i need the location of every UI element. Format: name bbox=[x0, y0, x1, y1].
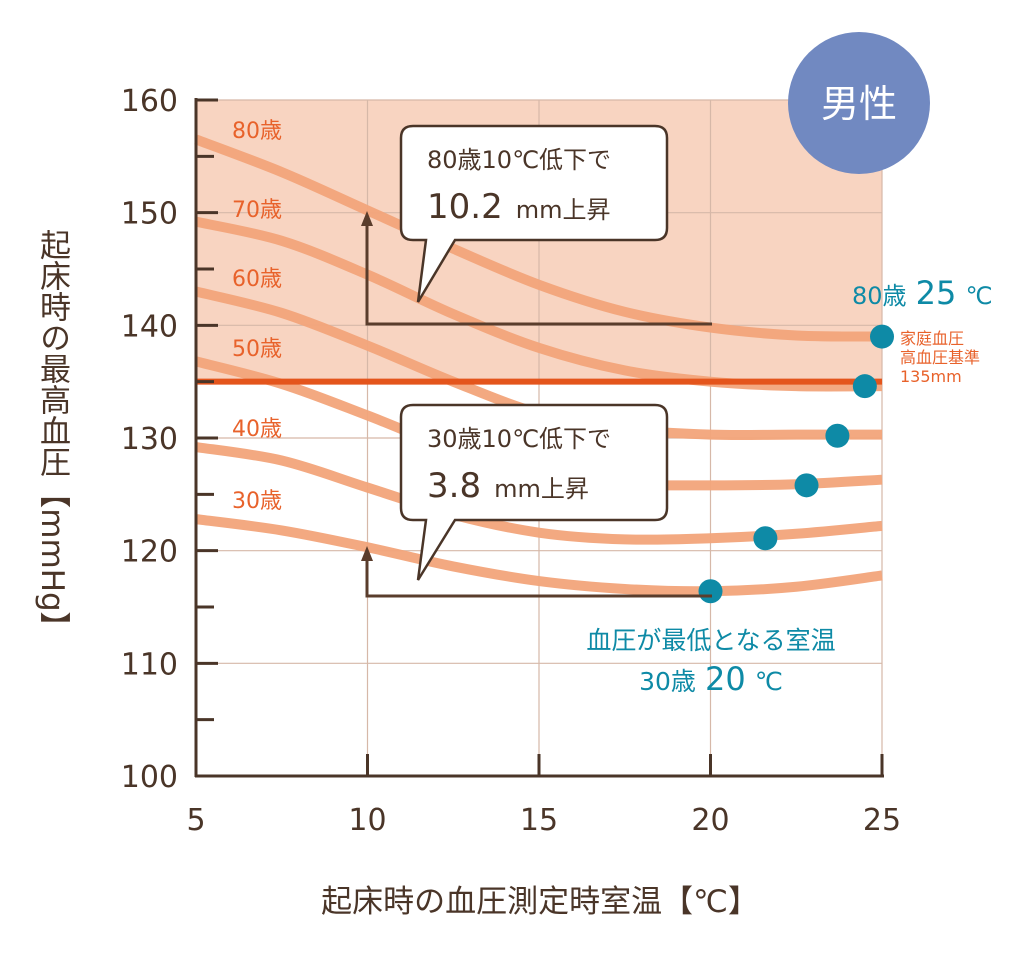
top-min-temp: 25 bbox=[916, 274, 957, 312]
min-point-4 bbox=[753, 526, 778, 551]
series-label-0: 80歳 bbox=[232, 119, 282, 144]
series-curve-5 bbox=[195, 514, 883, 597]
x-tick-label: 20 bbox=[691, 803, 729, 838]
min-title: 血圧が最低となる室温 bbox=[586, 626, 835, 655]
drop-arrow-80 bbox=[361, 211, 712, 326]
reference-label-1: 家庭血圧 bbox=[900, 329, 964, 348]
y-axis-title: 起床時の最高血圧【mmHg】 bbox=[34, 229, 71, 642]
bottom-min-temp: 20 bbox=[705, 660, 746, 698]
y-tick-label: 130 bbox=[121, 422, 178, 457]
min-point-1 bbox=[852, 374, 877, 399]
drop-arrow-30 bbox=[361, 546, 712, 598]
bottom-min-age: 30歳 bbox=[639, 667, 696, 696]
y-tick-label: 160 bbox=[121, 84, 178, 119]
series-label-4: 40歳 bbox=[232, 417, 282, 442]
bottom-min-annotation: 30歳 20 ℃ bbox=[639, 660, 783, 698]
x-tick-label: 5 bbox=[186, 803, 205, 838]
series-label-2: 60歳 bbox=[232, 267, 282, 292]
x-tick-label: 10 bbox=[348, 803, 386, 838]
svg-text:3.8 mm上昇: 3.8 mm上昇 bbox=[427, 466, 589, 506]
y-tick-label: 140 bbox=[121, 309, 178, 344]
min-point-3 bbox=[794, 473, 819, 498]
top-min-unit: ℃ bbox=[965, 282, 992, 310]
bottom-min-unit: ℃ bbox=[755, 667, 783, 696]
series-label-1: 70歳 bbox=[232, 198, 282, 223]
min-point-0 bbox=[870, 324, 894, 349]
y-tick-label: 100 bbox=[121, 760, 178, 795]
callout-80: 80歳10℃低下で 10.2 mm上昇 bbox=[399, 124, 669, 303]
series-label-3: 50歳 bbox=[232, 337, 282, 362]
y-tick-label: 150 bbox=[121, 197, 178, 232]
callout-30-value: 3.8 bbox=[427, 466, 481, 506]
y-tick-label: 110 bbox=[121, 647, 178, 682]
series-label-layer: 80歳 70歳 60歳 50歳 40歳 30歳 bbox=[232, 119, 282, 514]
min-point-2 bbox=[825, 423, 850, 448]
callout-80-line1: 80歳10℃低下で bbox=[427, 146, 611, 174]
svg-text:10.2 mm上昇: 10.2 mm上昇 bbox=[427, 187, 611, 227]
x-tick-label: 15 bbox=[520, 803, 558, 838]
callout-80-value: 10.2 bbox=[427, 187, 503, 227]
x-tick-label: 25 bbox=[863, 803, 901, 838]
callout-30: 30歳10℃低下で 3.8 mm上昇 bbox=[399, 403, 669, 581]
y-tick-label: 120 bbox=[121, 535, 178, 570]
min-point-5 bbox=[698, 579, 723, 604]
series-curve-1 bbox=[194, 216, 883, 392]
reference-label-3: 135mm bbox=[900, 367, 962, 386]
series-curve-0 bbox=[194, 134, 883, 342]
axes-layer: 100 110 120 130 140 150 160 5 10 15 20 25 bbox=[121, 84, 901, 838]
callout-30-unit: mm上昇 bbox=[494, 475, 589, 503]
gender-badge: 男性 bbox=[788, 32, 930, 174]
series-label-5: 30歳 bbox=[232, 489, 282, 514]
callout-30-line1: 30歳10℃低下で bbox=[427, 425, 611, 453]
callout-80-unit: mm上昇 bbox=[516, 196, 611, 224]
reference-label-2: 高血圧基準 bbox=[900, 348, 980, 367]
top-min-age: 80歳 bbox=[852, 282, 907, 310]
x-axis-title: 起床時の血圧測定時室温【℃】 bbox=[321, 884, 759, 920]
gender-badge-label: 男性 bbox=[821, 82, 897, 126]
top-min-annotation: 80歳 25 ℃ bbox=[852, 274, 992, 312]
